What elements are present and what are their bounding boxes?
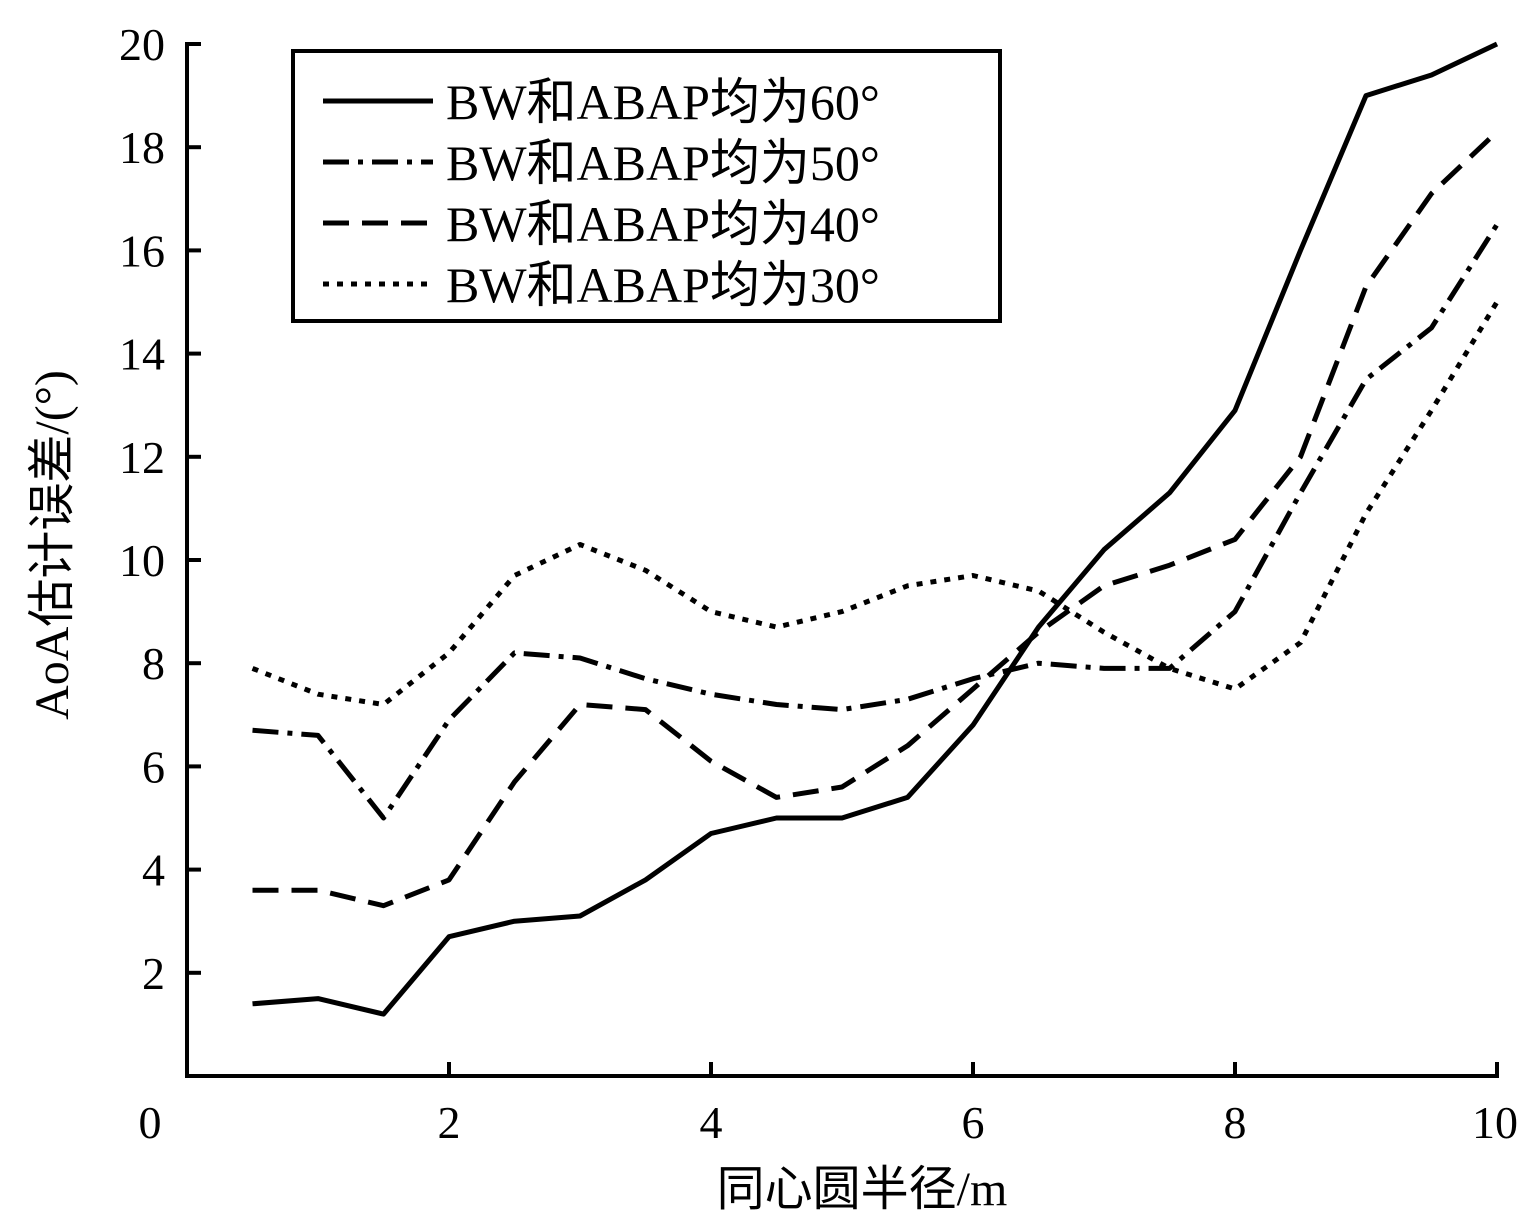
legend: BW和ABAP均为60°BW和ABAP均为50°BW和ABAP均为40°BW和A… [291,49,1002,323]
legend-label: BW和ABAP均为60° [446,74,880,130]
y-tick-label: 20 [119,19,165,70]
y-tick-label: 12 [119,432,165,483]
series-line-solid [252,41,1499,1017]
series-line-dashed [252,129,1499,909]
series-group [251,41,1500,1017]
x-tick-label: 0 [139,1097,162,1148]
legend-label: BW和ABAP均为40° [446,196,880,252]
y-tick-label: 18 [119,122,165,173]
x-tick-label: 8 [1224,1097,1247,1148]
series-line-dotted [251,300,1500,707]
axes-group: 0 2 4 6 8 10 2 4 6 8 10 12 14 16 18 20 [119,19,1518,1148]
y-tick-label: 4 [142,845,165,896]
series-line-dashdot [252,223,1500,821]
y-tick-label: 10 [119,535,165,586]
x-tick-label: 6 [962,1097,985,1148]
x-tick-label: 10 [1472,1097,1518,1148]
y-tick-label: 2 [142,948,165,999]
y-tick-label: 16 [119,225,165,276]
y-tick-label: 8 [142,638,165,689]
y-axis-label: AoA估计误差/(°) [26,370,79,720]
legend-box [291,49,1002,323]
legend-label: BW和ABAP均为30° [446,257,880,313]
x-tick-label: 4 [700,1097,723,1148]
y-tick-label: 6 [142,741,165,792]
x-tick-label: 2 [438,1097,461,1148]
x-axis-label: 同心圆半径/m [717,1163,1008,1216]
y-tick-label: 14 [119,329,165,380]
legend-label: BW和ABAP均为50° [446,135,880,191]
